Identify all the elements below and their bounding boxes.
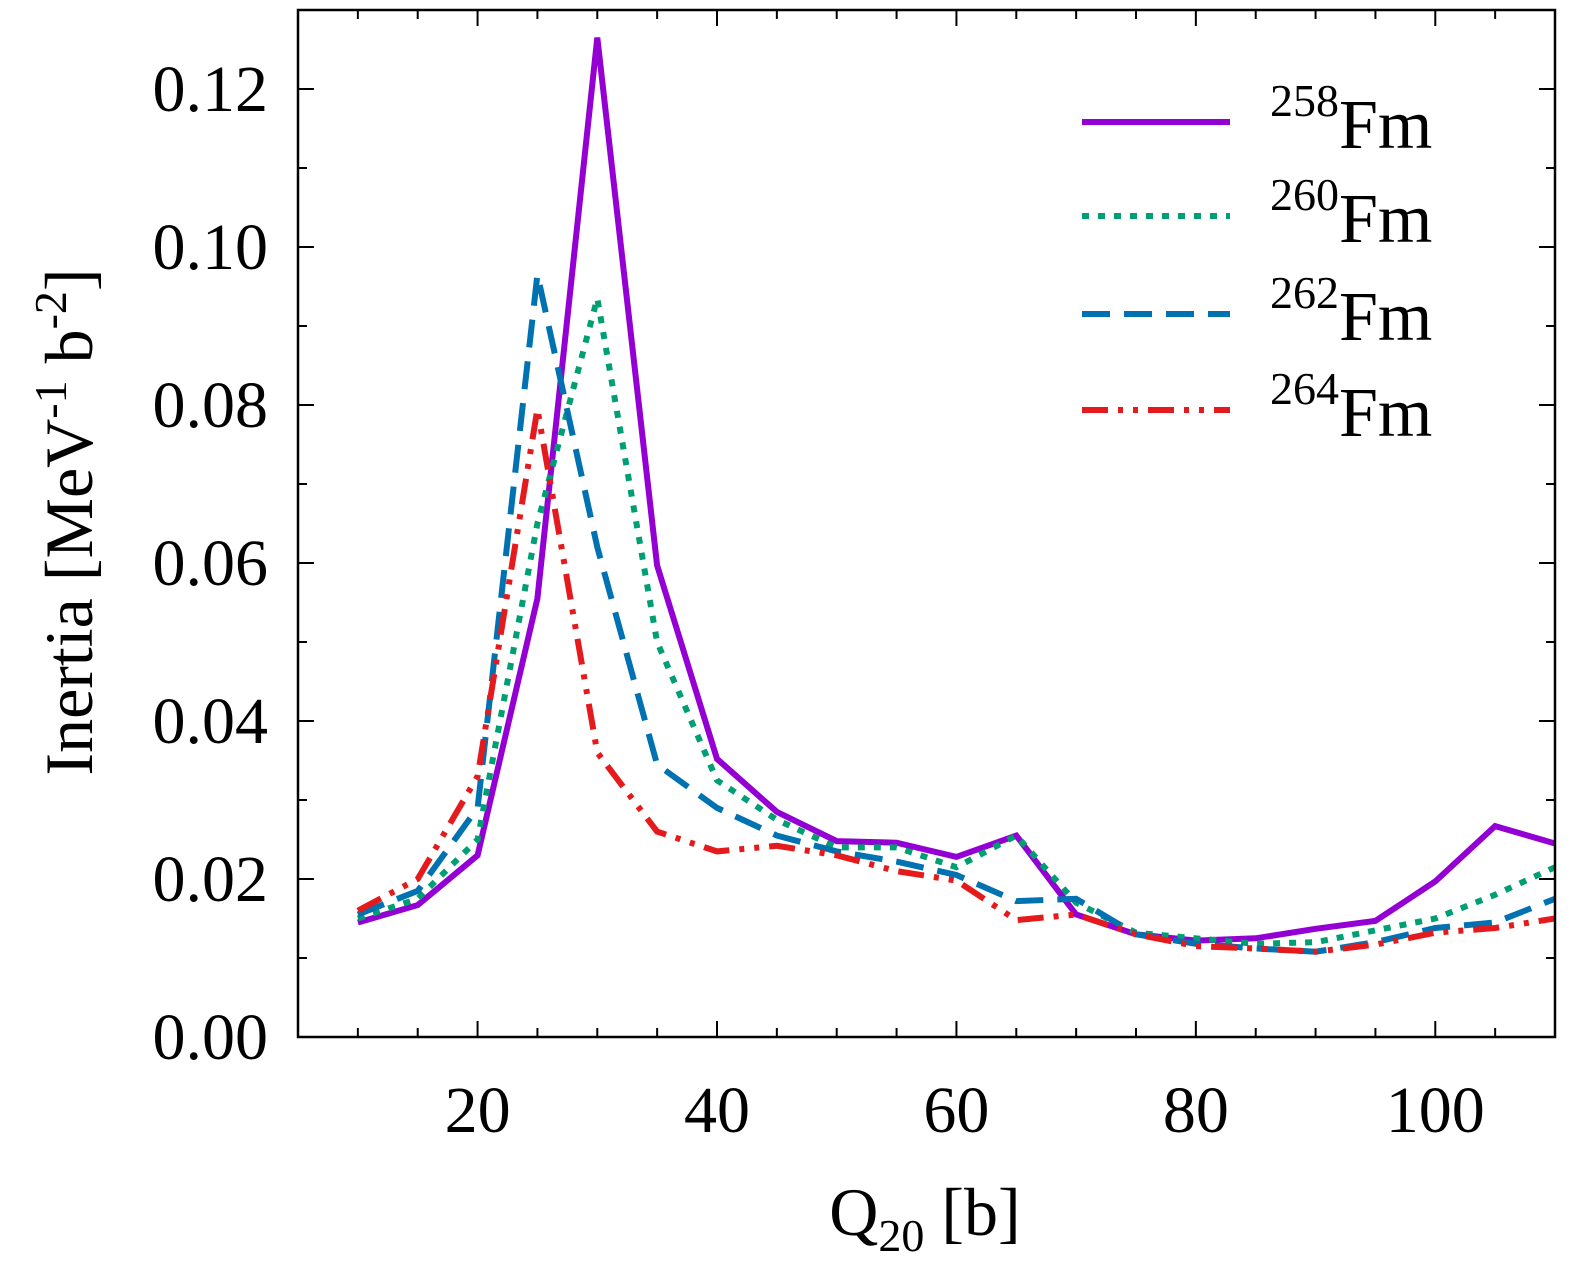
x-tick-label: 40 [684,1074,750,1147]
x-tick-label: 80 [1163,1074,1229,1147]
y-tick-label: 0.08 [153,369,269,442]
tick-labels: 20 40 60 80 100 0.00 0.02 0.04 0.06 0.08 0.10 0.12 [153,53,1485,1147]
y-tick-label: 0.10 [153,211,269,284]
plot-frame [296,8,1557,1039]
series-line-264Fm [356,408,1555,955]
y-axis-title: Inertia [MeV-1 b-2] [25,268,107,775]
legend-label-260Fm: 260Fm [1270,169,1432,258]
x-tick-label: 60 [923,1074,989,1147]
y-tick-label: 0.04 [153,685,269,758]
x-axis-title: Q20 [b] [829,1174,1020,1261]
legend-label-258Fm: 258Fm [1270,75,1432,164]
series-line-260Fm [356,297,1555,947]
y-tick-label: 0.12 [153,53,269,126]
y-tick-label: 0.00 [153,1001,269,1074]
axis-ticks [298,9,1556,1038]
series-layer [356,37,1555,955]
y-tick-label: 0.06 [153,527,269,600]
x-tick-label: 100 [1386,1074,1485,1147]
series-line-258Fm [357,37,1555,944]
legend-label-262Fm: 262Fm [1270,267,1432,356]
legend-label-264Fm: 264Fm [1270,363,1432,452]
y-tick-label: 0.02 [153,843,269,916]
x-tick-label: 20 [445,1074,511,1147]
